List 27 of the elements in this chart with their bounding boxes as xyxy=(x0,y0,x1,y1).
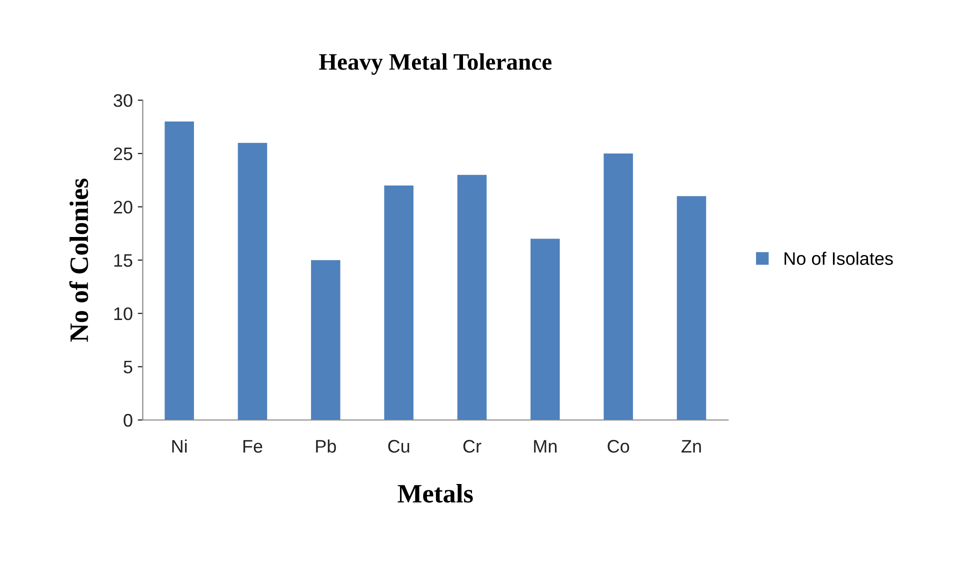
y-tick-label: 30 xyxy=(114,94,132,107)
x-tick-label: Cr xyxy=(463,440,482,453)
x-axis-title: Metals xyxy=(398,484,473,503)
chart-title: Heavy Metal Tolerance xyxy=(319,53,552,75)
bar xyxy=(238,142,268,420)
x-tick-label: Co xyxy=(608,440,630,453)
y-tick-label: 0 xyxy=(124,414,132,427)
x-tick-label: Cu xyxy=(388,440,410,453)
x-tick-label: Mn xyxy=(534,440,557,453)
bar xyxy=(311,260,340,420)
x-tick-label: Zn xyxy=(682,440,701,453)
bar xyxy=(457,174,487,420)
bar xyxy=(164,122,194,420)
y-tick-label: 25 xyxy=(114,147,132,160)
x-tick-label: Pb xyxy=(316,439,336,453)
legend-label: No of Isolates xyxy=(784,252,893,265)
y-axis-title: No of Colonies xyxy=(69,178,88,342)
x-tick-label: Ni xyxy=(172,439,187,453)
bar xyxy=(676,196,706,420)
bar xyxy=(604,154,633,420)
y-tick-label: 10 xyxy=(114,307,132,320)
y-tick-label: 20 xyxy=(114,200,132,214)
y-tick-label: 15 xyxy=(114,254,132,267)
y-tick-label: 5 xyxy=(124,360,132,374)
bar xyxy=(384,185,414,420)
bar xyxy=(530,238,560,420)
x-tick-label: Fe xyxy=(243,440,262,453)
